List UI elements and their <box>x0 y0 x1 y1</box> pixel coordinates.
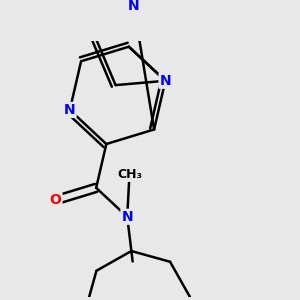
Text: N: N <box>122 210 133 224</box>
Text: N: N <box>128 0 140 14</box>
Text: N: N <box>160 74 171 88</box>
Text: O: O <box>50 193 61 207</box>
Text: CH₃: CH₃ <box>117 168 142 181</box>
Text: N: N <box>64 103 76 117</box>
